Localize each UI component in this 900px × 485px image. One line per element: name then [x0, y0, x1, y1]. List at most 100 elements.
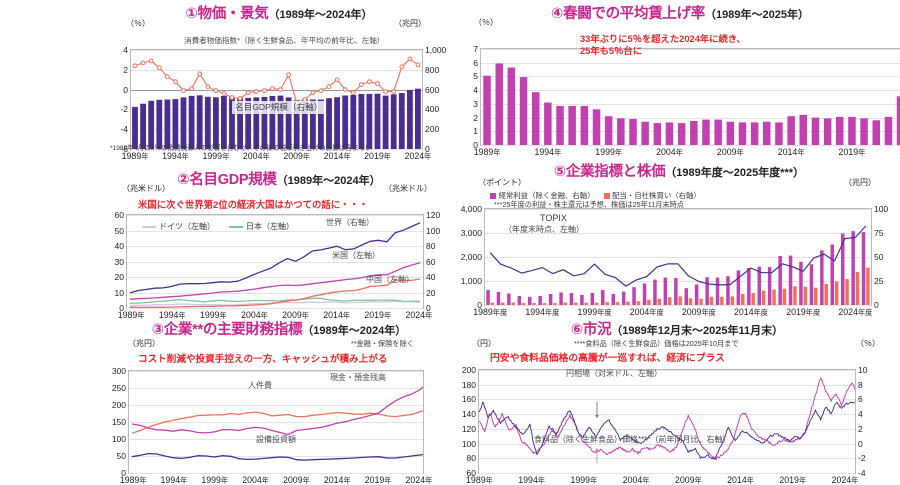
bar	[657, 298, 661, 305]
bar	[374, 93, 381, 149]
bar	[604, 116, 613, 145]
panel2-legend-item-germany: ドイツ（左軸）	[142, 221, 215, 232]
gridline	[481, 117, 900, 119]
axis-tick-label: 8	[858, 379, 863, 390]
axis-tick-label: 0	[426, 303, 431, 313]
panel3-annotation: コスト削減や投資手控えの一方、キャッシュが積み上がる	[138, 354, 388, 365]
axis-tick-label: 300	[111, 366, 126, 376]
panel2-plot: 0 10 20 30 40 50 60 0 20 40 60 80 100 120 1989年 1994年 19…	[115, 211, 441, 319]
bar	[501, 302, 505, 305]
axis-tick-label: 80	[426, 241, 436, 251]
bar	[641, 121, 649, 145]
bar	[694, 284, 699, 305]
gridline	[481, 49, 900, 50]
panel2-title-main: ②名目GDP規模	[177, 172, 277, 188]
bar	[519, 77, 528, 145]
bar	[632, 287, 636, 305]
axis-tick-label: 2009年	[716, 147, 744, 157]
bar	[674, 278, 678, 305]
panel2-series-label-china: 中国（左軸）	[366, 275, 414, 284]
axis-tick-label: 3,000	[460, 228, 482, 238]
bar	[538, 295, 542, 305]
panel3-series-label-cash: 現金・預金残高	[330, 373, 386, 382]
panel3-title-main: ③企業**の主要財務指標	[151, 322, 303, 338]
bar	[788, 255, 793, 305]
axis-tick-label: 1999年	[201, 475, 229, 485]
axis-tick-label: 2024年	[405, 475, 433, 485]
axis-tick-label: 40	[426, 272, 436, 282]
axis-tick-label: 200	[111, 400, 126, 410]
series-line	[129, 278, 421, 308]
axis-tick-label: 400	[425, 104, 440, 115]
axis-tick-label: 2	[473, 112, 478, 123]
data-point-marker	[334, 77, 340, 83]
panel1-line-annotation: 消費者物価指数*（除く生鮮食品、年平均の前年比、左軸）	[184, 36, 385, 45]
bar	[851, 231, 855, 305]
bar	[690, 121, 698, 145]
gridline	[485, 281, 871, 282]
axis-tick-label: 1,000	[425, 45, 447, 55]
bar	[277, 95, 284, 149]
bar	[253, 97, 260, 149]
bar	[814, 287, 818, 305]
axis-tick-label: 10	[858, 365, 868, 375]
panel-shunto-wage: ④春闘での平均賃上げ率（1989年～2025年） （％） 0 1 2 3 4 5 6 7 198…	[462, 2, 900, 156]
bar	[836, 116, 844, 145]
bar	[855, 271, 860, 305]
gridline	[131, 149, 422, 150]
panel6-label-food: 食料品（除く生鮮食品）価格****（前年同月比、右軸）	[534, 435, 731, 444]
axis-tick-label: 1999年	[199, 310, 227, 320]
axis-tick-label: 10	[114, 287, 124, 298]
gridline	[481, 62, 900, 64]
panel4-title-main: ④春闘での平均賃上げ率	[551, 6, 706, 22]
series-line	[489, 225, 867, 287]
bar	[647, 299, 651, 305]
chart-canvas	[483, 63, 900, 145]
bar	[496, 292, 501, 305]
axis-tick-label: 2019年	[779, 475, 807, 485]
bar	[310, 99, 316, 149]
bar	[663, 277, 668, 305]
panel4-plot: 0 1 2 3 4 5 6 7 1989年 1994年 1999年 2004年 2009年 2014年 20…	[473, 45, 900, 156]
data-point-marker	[132, 63, 138, 69]
bar	[334, 97, 340, 149]
gridline	[129, 371, 423, 372]
bar	[820, 250, 824, 305]
bar	[140, 103, 146, 149]
axis-tick-label: 2019年	[364, 475, 392, 485]
axis-tick-label: 2009年	[282, 310, 309, 320]
data-point-marker	[391, 89, 397, 94]
bar	[803, 286, 808, 305]
axis-tick-label: 3	[473, 98, 478, 109]
panel-nominal-gdp: ②名目GDP規模（1989年～2024年） （兆米ドル） （兆米ドル） 0 10 2…	[104, 168, 454, 319]
data-point-marker	[245, 90, 251, 95]
bar	[678, 296, 682, 305]
bar	[653, 279, 657, 305]
bar	[172, 99, 179, 149]
panel4-title-sub: （1989年～2025年）	[705, 9, 809, 21]
panel4-title: ④春闘での平均賃上げ率（1989年～2025年）	[462, 2, 898, 23]
bar	[702, 119, 710, 145]
gridline	[479, 399, 855, 401]
gridline	[481, 145, 900, 146]
data-point-marker	[270, 86, 275, 91]
gridline	[131, 129, 422, 131]
axis-tick-label: 60	[114, 210, 124, 220]
chart-canvas	[132, 56, 421, 149]
axis-tick-label: 2014年	[323, 310, 351, 320]
axis-tick-label: 2004年	[656, 147, 683, 157]
bar	[382, 95, 389, 149]
panel6-note: ****食料品（除く生鮮食品）価格は2025年10月まで	[574, 339, 739, 348]
bar	[229, 96, 235, 149]
bar	[521, 303, 526, 305]
bar	[726, 276, 730, 305]
bar	[556, 105, 564, 145]
axis-tick-label: 1994年	[162, 151, 189, 161]
data-point-marker	[140, 60, 146, 66]
data-point-marker	[262, 88, 267, 93]
bar	[684, 288, 688, 305]
axis-tick-label: 800	[425, 64, 440, 75]
panel-market-conditions: ⑥市況（1989年12月末～2025年11月末） （円） ****食料品（除く生…	[456, 318, 898, 484]
axis-tick-label: 1994年	[534, 147, 562, 157]
